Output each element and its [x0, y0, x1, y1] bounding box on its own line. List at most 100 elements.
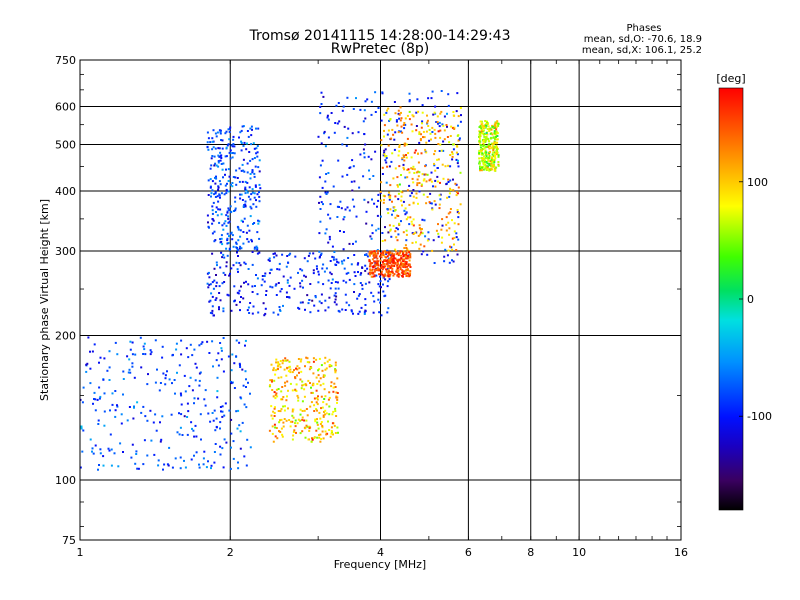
- echo-point: [382, 290, 385, 293]
- echo-point: [485, 124, 488, 127]
- echo-point: [381, 166, 384, 169]
- echo-point: [301, 384, 304, 387]
- echo-point: [358, 310, 361, 313]
- echo-point: [229, 149, 232, 152]
- echo-point: [247, 381, 249, 384]
- echo-point: [242, 220, 244, 223]
- echo-point: [371, 198, 373, 201]
- echo-point: [133, 405, 135, 408]
- echo-point: [416, 98, 419, 101]
- echo-point: [236, 247, 239, 249]
- echo-point: [350, 180, 353, 183]
- echo-point: [198, 384, 201, 387]
- echo-point: [424, 173, 427, 176]
- echo-point: [448, 227, 451, 230]
- echo-point: [400, 264, 403, 267]
- echo-point: [278, 421, 281, 424]
- echo-point: [408, 203, 411, 206]
- echo-point: [249, 205, 252, 208]
- echo-point: [294, 377, 297, 380]
- echo-point: [256, 151, 259, 154]
- echo-point: [478, 133, 481, 136]
- echo-point: [366, 98, 369, 101]
- echo-point: [388, 191, 391, 194]
- echo-point: [389, 266, 392, 269]
- echo-point: [268, 272, 271, 275]
- echo-point: [273, 391, 276, 394]
- echo-point: [456, 162, 459, 165]
- echo-point: [449, 211, 452, 214]
- echo-point: [224, 184, 227, 187]
- echo-point: [91, 447, 94, 450]
- echo-point: [412, 233, 415, 235]
- echo-point: [385, 256, 388, 259]
- echo-point: [274, 435, 277, 438]
- echo-point: [377, 193, 380, 196]
- echo-point: [408, 272, 411, 275]
- echo-point: [208, 276, 211, 279]
- echo-point: [478, 137, 481, 140]
- echo-point: [393, 253, 396, 256]
- echo-point: [293, 429, 296, 432]
- echo-point: [387, 251, 390, 254]
- echo-point: [335, 415, 338, 417]
- echo-point: [255, 152, 258, 155]
- echo-point: [149, 353, 152, 356]
- echo-point: [222, 310, 225, 313]
- echo-point: [374, 253, 377, 256]
- echo-point: [107, 447, 110, 450]
- echo-point: [328, 429, 331, 431]
- echo-point: [397, 185, 399, 188]
- echo-point: [380, 266, 383, 268]
- echo-point: [312, 382, 315, 385]
- echo-point: [387, 264, 390, 267]
- echo-point: [286, 255, 289, 257]
- echo-point: [388, 119, 391, 122]
- echo-point: [491, 133, 494, 136]
- echo-point: [195, 451, 198, 454]
- echo-point: [232, 135, 235, 138]
- echo-point: [493, 130, 496, 133]
- echo-point: [441, 218, 444, 221]
- echo-point: [337, 309, 340, 312]
- echo-point: [219, 421, 222, 424]
- echo-point: [271, 379, 273, 382]
- echo-point: [372, 266, 375, 269]
- echo-point: [280, 408, 283, 411]
- echo-point: [249, 173, 252, 175]
- echo-point: [319, 105, 322, 108]
- echo-point: [241, 125, 244, 128]
- echo-point: [401, 131, 404, 134]
- echo-point: [292, 416, 295, 419]
- echo-point: [447, 93, 450, 96]
- echo-point: [484, 133, 487, 136]
- echo-point: [315, 397, 318, 400]
- echo-point: [388, 278, 391, 281]
- echo-point: [344, 293, 347, 296]
- echo-point: [415, 196, 418, 199]
- echo-point: [256, 193, 259, 196]
- echo-point: [386, 259, 389, 262]
- echo-point: [400, 174, 402, 176]
- echo-point: [274, 252, 276, 255]
- echo-point: [433, 200, 436, 203]
- echo-point: [389, 194, 392, 197]
- echo-point: [214, 299, 217, 301]
- echo-point: [111, 392, 114, 395]
- echo-point: [495, 128, 498, 131]
- echo-point: [289, 425, 292, 428]
- echo-point: [458, 137, 461, 140]
- echo-point: [316, 418, 318, 421]
- echo-point: [373, 270, 376, 273]
- echo-point: [268, 259, 271, 262]
- echo-point: [456, 209, 459, 211]
- echo-point: [162, 372, 165, 375]
- echo-point: [251, 251, 254, 253]
- echo-point: [89, 350, 91, 353]
- echo-point: [154, 339, 157, 342]
- echo-point: [144, 415, 147, 418]
- echo-point: [485, 137, 488, 140]
- echo-point: [140, 411, 143, 414]
- echo-point: [394, 261, 397, 264]
- echo-point: [391, 253, 394, 256]
